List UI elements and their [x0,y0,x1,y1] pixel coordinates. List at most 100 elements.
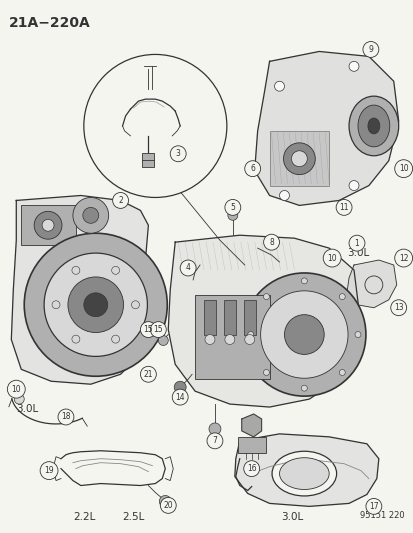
Circle shape [83,207,98,223]
Circle shape [44,253,147,357]
FancyBboxPatch shape [237,437,265,453]
Text: 3.0L: 3.0L [281,512,303,522]
Text: 2.5L: 2.5L [122,512,145,522]
Circle shape [160,497,176,513]
Text: 18: 18 [61,413,71,422]
Circle shape [394,160,412,177]
Circle shape [158,336,168,345]
Circle shape [40,462,58,480]
Circle shape [140,366,156,382]
Polygon shape [241,414,261,437]
FancyBboxPatch shape [223,300,235,335]
Circle shape [224,199,240,215]
Ellipse shape [271,451,336,496]
Text: 4: 4 [185,263,190,272]
Text: 21: 21 [143,370,153,379]
FancyBboxPatch shape [142,153,154,167]
Circle shape [339,294,344,300]
Text: 2.2L: 2.2L [73,512,95,522]
Polygon shape [168,235,358,407]
Circle shape [394,249,412,267]
Polygon shape [11,196,148,384]
Circle shape [112,266,119,274]
Text: 3: 3 [176,149,180,158]
Circle shape [323,249,340,267]
Circle shape [83,293,107,317]
Circle shape [301,385,306,391]
Circle shape [72,266,80,274]
Text: 15: 15 [153,325,163,334]
Text: 21A−220A: 21A−220A [9,15,91,30]
FancyBboxPatch shape [195,295,269,379]
FancyBboxPatch shape [21,205,76,245]
Text: 13: 13 [393,303,403,312]
Circle shape [7,380,25,398]
FancyBboxPatch shape [269,131,328,185]
Text: 12: 12 [398,254,408,263]
Text: 15: 15 [143,325,153,334]
Circle shape [150,321,166,337]
Text: 3.0L: 3.0L [346,248,368,258]
Circle shape [348,235,364,251]
Text: 10: 10 [327,254,336,263]
Text: 20: 20 [163,501,173,510]
Circle shape [354,332,360,337]
Polygon shape [254,52,398,205]
Circle shape [362,42,378,58]
Circle shape [348,181,358,190]
Circle shape [244,161,260,176]
Ellipse shape [367,118,379,134]
Text: 19: 19 [44,466,54,475]
Text: 7: 7 [212,437,217,446]
Text: 10: 10 [12,385,21,394]
Text: 3.0L: 3.0L [16,404,38,414]
Circle shape [263,369,269,375]
Circle shape [339,369,344,375]
Text: 8: 8 [268,238,273,247]
Text: 17: 17 [368,502,378,511]
Text: 5: 5 [230,203,235,212]
Circle shape [159,496,171,507]
Circle shape [34,212,62,239]
Circle shape [174,381,186,393]
Circle shape [72,335,80,343]
Circle shape [263,234,279,250]
Polygon shape [234,434,378,506]
Circle shape [291,151,306,167]
Polygon shape [346,260,396,308]
Text: 9: 9 [368,45,373,54]
Ellipse shape [357,105,389,147]
Circle shape [180,260,196,276]
Circle shape [206,433,222,449]
Text: 14: 14 [175,393,185,402]
Circle shape [274,81,284,91]
Ellipse shape [348,96,398,156]
Text: 95151 220: 95151 220 [359,511,404,520]
Circle shape [112,192,128,208]
Circle shape [52,301,60,309]
Circle shape [204,335,214,344]
Circle shape [224,335,234,344]
Circle shape [227,211,237,220]
FancyBboxPatch shape [204,300,216,335]
Circle shape [14,394,24,404]
Text: 10: 10 [398,164,408,173]
Circle shape [243,461,259,477]
Text: 16: 16 [246,464,256,473]
Circle shape [83,54,226,197]
Circle shape [244,335,254,344]
Circle shape [172,389,188,405]
Circle shape [242,273,365,396]
Circle shape [112,335,119,343]
Circle shape [247,332,253,337]
Text: 1: 1 [354,239,358,248]
Circle shape [390,300,406,316]
Circle shape [335,199,351,215]
Circle shape [42,219,54,231]
Circle shape [365,498,381,514]
Ellipse shape [279,458,328,489]
Circle shape [131,301,139,309]
Circle shape [68,277,123,333]
Circle shape [283,143,315,175]
Circle shape [348,61,358,71]
